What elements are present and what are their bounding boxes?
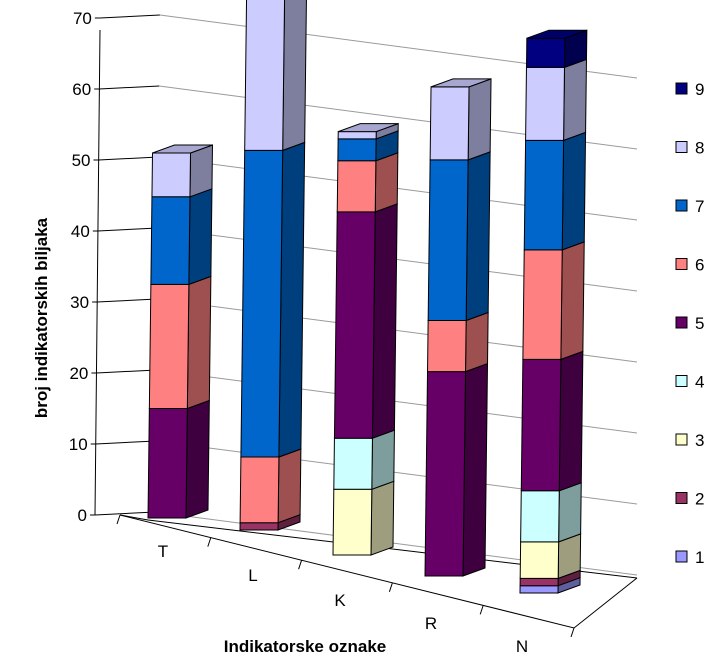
legend-label: 7 — [695, 197, 704, 216]
bar-segment-R-7 — [427, 151, 491, 322]
x-tick-label-R: R — [425, 614, 437, 633]
bar-segment-K-5 — [333, 203, 398, 439]
legend-item-5: 5 — [675, 314, 704, 333]
legend-item-9: 9 — [675, 80, 704, 99]
y-tick-label: 40 — [71, 222, 90, 241]
bar-segment-N-6 — [522, 241, 585, 361]
legend-swatch — [675, 141, 688, 153]
y-tick-label: 60 — [72, 80, 91, 99]
y-tick-label: 30 — [70, 293, 89, 312]
x-tick-mark — [570, 627, 575, 638]
bar-segment-L-8 — [244, 0, 307, 152]
x-tick-label-L: L — [248, 566, 257, 585]
legend-label: 2 — [695, 490, 704, 509]
gridline-side-0 — [94, 511, 156, 516]
bar-segment-N-2 — [519, 569, 581, 587]
legend-swatch — [675, 316, 688, 329]
bar-T — [147, 144, 214, 519]
bar-segment-R-5 — [424, 362, 489, 577]
gridline-side-30 — [97, 298, 158, 303]
legend-item-7: 7 — [675, 197, 704, 216]
x-tick-mark — [388, 582, 393, 592]
legend-label: 1 — [695, 548, 704, 567]
legend-label: 6 — [695, 256, 704, 275]
bar-segment-R-6 — [427, 311, 489, 373]
y-tick-label: 70 — [73, 9, 92, 28]
bar-K — [332, 122, 399, 556]
y-tick-label: 0 — [78, 506, 87, 525]
legend-item-4: 4 — [675, 373, 704, 392]
bar-segment-K-4 — [333, 429, 395, 491]
legend-swatch — [675, 492, 688, 504]
bar-segment-T-6 — [148, 275, 212, 410]
x-axis-ticks: T L K R N — [116, 514, 575, 656]
x-tick-label-T: T — [158, 542, 168, 561]
bar-segment-T-5 — [147, 399, 210, 519]
gridline-side-20 — [96, 369, 157, 374]
legend-swatch — [675, 433, 688, 446]
gridline-side-50 — [98, 156, 159, 161]
bar-segment-K-7 — [337, 130, 399, 162]
legend-swatch — [675, 82, 688, 95]
legend-swatch — [675, 258, 688, 270]
gridline-side-40 — [97, 227, 158, 232]
y-tick-label: 20 — [69, 364, 88, 383]
legend-label: 5 — [695, 314, 704, 333]
bar-segment-N-5 — [520, 350, 584, 492]
bar-segment-N-3 — [519, 533, 582, 580]
gridline-side-60 — [99, 85, 160, 90]
bar-N — [519, 29, 588, 594]
bar-segment-T-7 — [150, 188, 213, 286]
legend-label: 9 — [695, 80, 704, 99]
legend-item-6: 6 — [675, 256, 704, 275]
bar-segment-N-9 — [525, 29, 588, 69]
legend-swatch — [675, 199, 688, 212]
legend-item-1: 1 — [675, 548, 704, 567]
bar-segment-N-4 — [520, 482, 582, 543]
legend-swatch — [675, 375, 688, 387]
y-tick-label: 50 — [72, 151, 91, 170]
legend-label: 3 — [695, 431, 704, 450]
bar-segment-K-3 — [332, 480, 395, 556]
bar-L — [239, 0, 307, 531]
legend-label: 8 — [695, 139, 704, 158]
legend-item-8: 8 — [675, 139, 704, 158]
x-axis-title: Indikatorske oznake — [224, 637, 387, 656]
bar-R — [424, 78, 492, 577]
legend-item-2: 2 — [675, 490, 704, 509]
y-tick-label: 10 — [69, 435, 88, 454]
bar-segment-N-8 — [525, 58, 587, 142]
x-tick-mark — [479, 605, 484, 615]
bar-segment-L-6 — [239, 448, 302, 524]
bar-segment-T-8 — [151, 144, 214, 198]
bar-segment-K-6 — [336, 152, 399, 213]
x-tick-mark — [298, 560, 303, 570]
legend-swatch — [675, 550, 688, 563]
x-tick-mark — [116, 514, 121, 525]
chart-legend: 9 8 7 6 5 4 3 2 1 — [675, 80, 704, 567]
bar-segment-L-7 — [240, 141, 306, 458]
bar-segment-N-1 — [519, 576, 581, 594]
chart-bars — [147, 0, 588, 594]
legend-item-3: 3 — [675, 431, 704, 450]
bar-segment-N-7 — [523, 131, 587, 251]
bar-segment-K-8 — [337, 122, 399, 140]
y-axis-title: broj indikatorskih biljaka — [32, 217, 51, 418]
legend-label: 4 — [695, 373, 704, 392]
x-tick-label-N: N — [516, 637, 528, 656]
gridline-side-70 — [99, 14, 160, 19]
x-tick-mark — [207, 537, 212, 547]
x-tick-label-K: K — [334, 591, 346, 610]
bar-segment-R-8 — [429, 78, 492, 161]
gridline-side-10 — [95, 440, 156, 445]
